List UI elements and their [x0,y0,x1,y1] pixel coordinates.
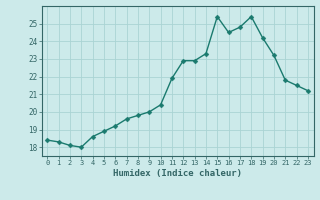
X-axis label: Humidex (Indice chaleur): Humidex (Indice chaleur) [113,169,242,178]
